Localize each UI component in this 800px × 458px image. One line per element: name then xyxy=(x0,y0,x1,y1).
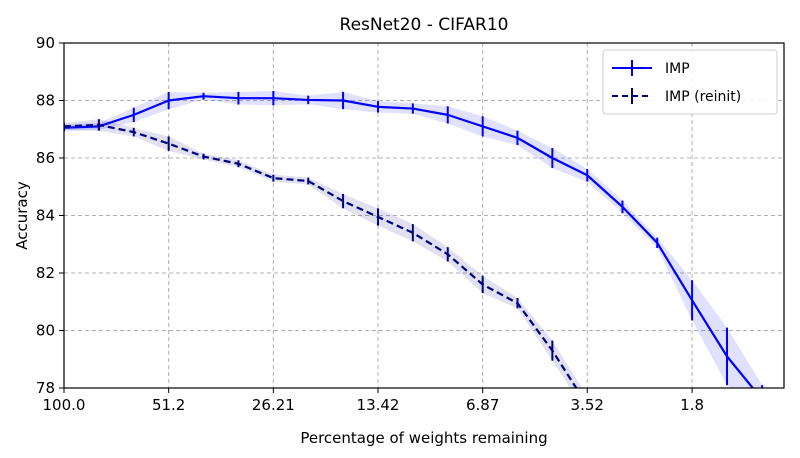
y-tick-label: 80 xyxy=(36,322,55,340)
y-tick-label: 82 xyxy=(36,264,55,282)
legend: IMP IMP (reinit) xyxy=(602,49,778,115)
series-imp-reinit-error-band xyxy=(64,119,582,388)
y-axis-ticks: 78 80 82 84 86 88 90 xyxy=(36,34,64,397)
series-imp-reinit-line xyxy=(64,123,578,388)
y-axis-label: Accuracy xyxy=(13,181,31,250)
series-layer xyxy=(64,91,764,388)
y-tick-label: 88 xyxy=(36,92,55,110)
x-tick-label: 100.0 xyxy=(43,396,86,414)
y-tick-label: 78 xyxy=(36,379,55,397)
chart-title: ResNet20 - CIFAR10 xyxy=(340,15,509,35)
x-tick-label: 26.21 xyxy=(252,396,295,414)
y-tick-label: 90 xyxy=(36,34,55,52)
x-axis-label: Percentage of weights remaining xyxy=(300,429,547,447)
legend-label-imp: IMP xyxy=(665,61,690,77)
x-tick-label: 13.42 xyxy=(357,396,400,414)
y-tick-label: 84 xyxy=(36,207,55,225)
x-axis-ticks: 100.0 51.2 26.21 13.42 6.87 3.52 1.8 xyxy=(43,388,704,414)
legend-box xyxy=(602,49,778,115)
x-tick-label: 3.52 xyxy=(571,396,604,414)
x-tick-label: 1.8 xyxy=(680,396,704,414)
x-tick-label: 6.87 xyxy=(466,396,499,414)
x-tick-label: 51.2 xyxy=(152,396,185,414)
legend-label-imp-reinit: IMP (reinit) xyxy=(665,89,741,105)
y-tick-label: 86 xyxy=(36,149,55,167)
grid xyxy=(64,43,784,388)
